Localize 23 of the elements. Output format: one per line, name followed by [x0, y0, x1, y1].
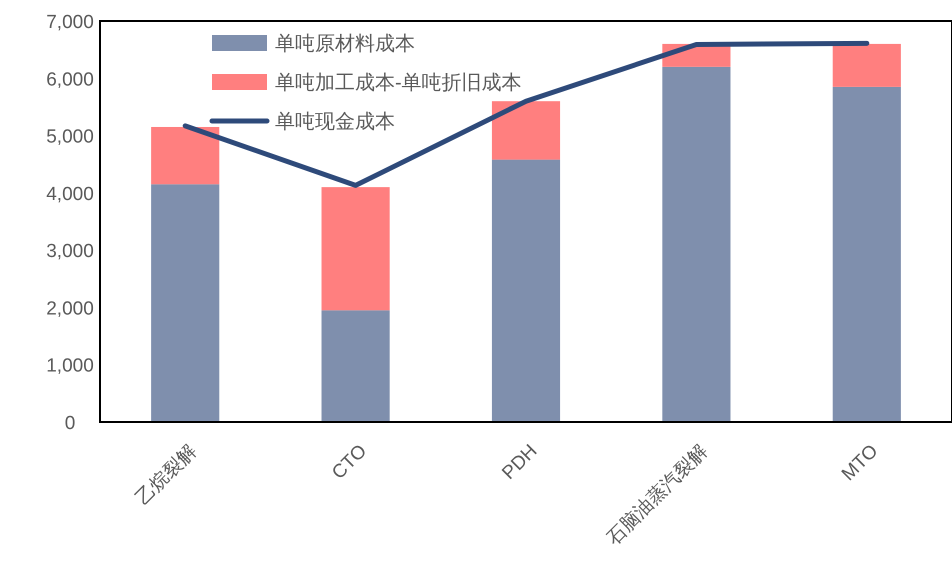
x-tick-label: CTO — [328, 440, 372, 484]
x-tick-label: 乙烷裂解 — [132, 440, 201, 510]
bar — [151, 126, 220, 184]
bar — [322, 310, 390, 422]
bar — [322, 187, 390, 310]
y-tick-label: 4,000 — [46, 184, 94, 205]
y-tick-label: 5,000 — [46, 126, 94, 148]
legend-label: 单吨加工成本-单吨折旧成本 — [275, 72, 522, 94]
legend-label: 单吨现金成本 — [275, 111, 395, 133]
x-tick-label: 石脑油蒸汽裂解 — [603, 440, 712, 550]
y-tick-label: 7,000 — [46, 12, 94, 33]
y-tick-label: 1,000 — [46, 356, 94, 377]
legend-label: 单吨原材料成本 — [275, 33, 415, 55]
bar — [832, 86, 901, 422]
bar — [492, 160, 560, 422]
y-tick-label: 3,000 — [46, 241, 94, 262]
y-tick-label: 0 — [64, 413, 76, 434]
bar — [492, 101, 560, 160]
bar — [662, 66, 730, 422]
y-tick-label: 6,000 — [46, 69, 94, 90]
y-tick-label: 2,000 — [46, 298, 94, 320]
bar — [151, 184, 220, 422]
bar — [832, 44, 901, 87]
